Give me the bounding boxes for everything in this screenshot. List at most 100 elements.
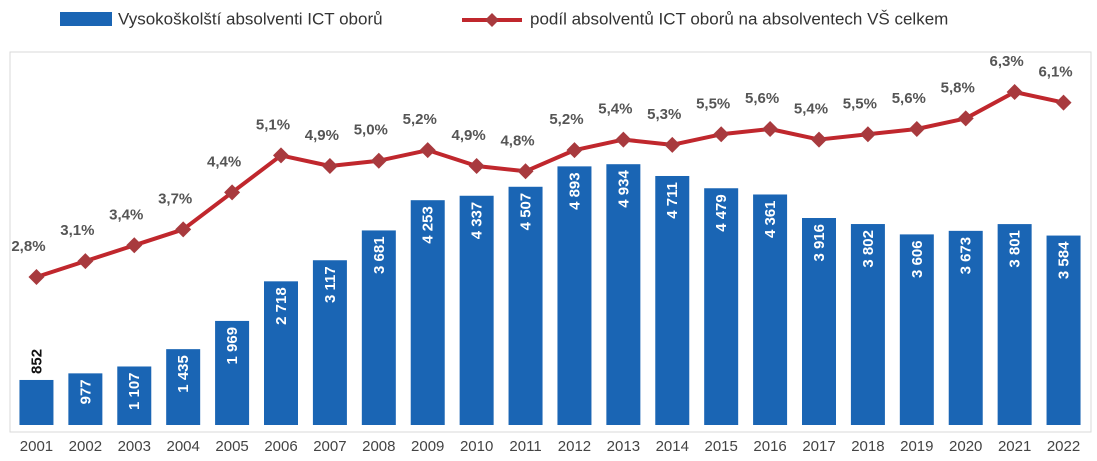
bar — [655, 175, 690, 425]
x-tick-label: 2017 — [802, 438, 835, 455]
bar — [117, 366, 152, 425]
bar — [753, 194, 788, 425]
bar — [459, 195, 494, 425]
line-marker — [77, 253, 94, 270]
line-value-label: 5,6% — [892, 90, 926, 107]
line-value-label: 5,1% — [256, 116, 290, 133]
bar-value-label: 3 117 — [322, 266, 339, 303]
x-tick-label: 2014 — [656, 438, 689, 455]
bar-value-label: 1 107 — [126, 372, 143, 410]
bar — [802, 218, 836, 425]
line-marker — [762, 121, 779, 137]
bar-value-label: 3 681 — [371, 236, 388, 274]
line-marker — [175, 221, 192, 238]
bar-value-label: 4 507 — [518, 193, 535, 231]
x-tick-label: 2009 — [411, 438, 444, 455]
bar-value-label: 4 711 — [664, 182, 681, 219]
line-marker — [370, 152, 387, 169]
bar-value-label: 852 — [28, 349, 45, 374]
x-tick-label: 2021 — [998, 438, 1031, 455]
bar-value-label: 2 718 — [273, 287, 290, 325]
line-marker — [1055, 94, 1072, 111]
line-value-label: 6,1% — [1038, 64, 1072, 81]
bar-value-label: 4 253 — [420, 206, 437, 244]
bar-value-label: 3 584 — [1056, 241, 1073, 279]
line-value-label: 4,4% — [207, 153, 241, 170]
bar — [1046, 235, 1081, 425]
line-value-label: 5,4% — [794, 101, 828, 118]
line-value-label: 5,5% — [843, 95, 877, 112]
line-marker — [419, 142, 436, 159]
x-tick-label: 2022 — [1047, 438, 1080, 455]
x-tick-label: 2018 — [851, 438, 884, 455]
x-tick-label: 2006 — [264, 438, 297, 455]
bar-value-label: 3 801 — [1007, 230, 1024, 268]
legend-label: Vysokoškolští absolventi ICT oborů — [118, 9, 383, 28]
line-value-label: 5,4% — [598, 101, 632, 118]
line-marker — [908, 121, 925, 137]
line-marker — [957, 110, 974, 127]
line — [35, 90, 1064, 279]
bar — [410, 200, 445, 425]
bar — [68, 373, 103, 425]
line-value-label: 5,6% — [745, 90, 779, 107]
x-tick-label: 2011 — [509, 438, 541, 455]
x-tick-label: 2002 — [69, 438, 102, 455]
line-value-label: 4,8% — [500, 132, 534, 149]
bar-value-label: 3 802 — [860, 230, 877, 268]
x-tick-label: 2010 — [460, 438, 493, 455]
line-value-label: 4,9% — [452, 127, 486, 144]
legend-label: podíl absolventů ICT oborů na absolvente… — [530, 9, 948, 28]
bar — [704, 188, 739, 425]
line-marker — [1006, 84, 1023, 100]
line-marker — [664, 136, 681, 153]
legend-swatch-marker — [485, 13, 499, 27]
bar-value-label: 3 673 — [958, 237, 975, 275]
x-tick-label: 2015 — [704, 438, 737, 455]
x-tick-label: 2007 — [313, 438, 346, 455]
bar — [166, 349, 201, 425]
bar — [215, 320, 250, 425]
bar — [264, 281, 298, 425]
line-marker — [126, 237, 143, 254]
x-tick-label: 2019 — [900, 438, 933, 455]
line-marker — [615, 131, 632, 148]
x-tick-label: 2005 — [215, 438, 248, 455]
line-value-label: 5,3% — [647, 106, 681, 123]
bar — [508, 186, 543, 425]
legend-swatch-bar — [60, 12, 112, 26]
bar-value-label: 4 361 — [762, 200, 779, 238]
line-value-label: 5,2% — [403, 111, 437, 128]
line-marker — [859, 126, 876, 143]
line-value-label: 3,4% — [109, 206, 143, 223]
line-value-label: 4,9% — [305, 127, 339, 144]
line-marker — [713, 126, 730, 143]
line-value-label: 5,8% — [941, 79, 975, 96]
bar-value-label: 4 337 — [469, 202, 486, 240]
x-tick-label: 2016 — [753, 438, 786, 455]
line-value-label: 3,7% — [158, 190, 192, 207]
line-value-label: 6,3% — [990, 53, 1024, 70]
bar — [997, 224, 1032, 425]
x-tick-label: 2020 — [949, 438, 982, 455]
bar — [850, 224, 885, 425]
bar — [312, 260, 347, 425]
line-marker — [468, 158, 485, 174]
bar — [606, 164, 641, 425]
bar — [361, 230, 396, 425]
x-tick-label: 2008 — [362, 438, 395, 455]
bar — [557, 166, 592, 425]
x-tick-label: 2003 — [118, 438, 151, 455]
plot-frame — [9, 51, 1092, 433]
bar — [948, 230, 983, 425]
x-tick-label: 2013 — [607, 438, 640, 455]
line-marker — [517, 163, 534, 180]
bar — [19, 379, 54, 425]
bar — [899, 234, 934, 425]
bar-value-label: 4 479 — [713, 194, 730, 232]
line-value-label: 3,1% — [60, 222, 94, 239]
bar-value-label: 3 606 — [909, 240, 926, 278]
line-marker — [28, 269, 45, 285]
x-tick-label: 2004 — [166, 438, 199, 455]
